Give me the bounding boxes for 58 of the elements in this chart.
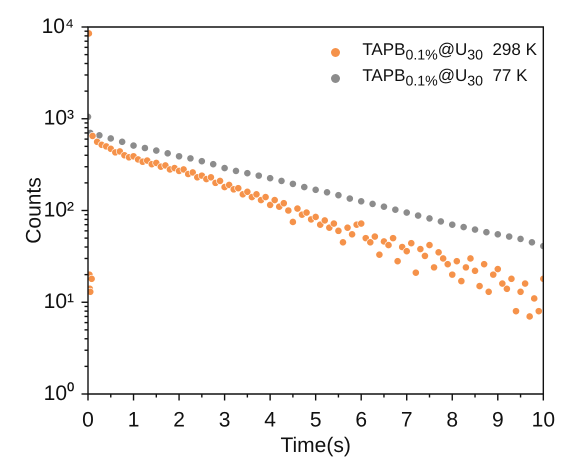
point xyxy=(152,146,160,154)
x-tick-label: 6 xyxy=(355,408,368,432)
legend-label: TAPB$_{0.1%}$@U$_{30}$ 298 K xyxy=(362,40,537,64)
x-tick-label: 2 xyxy=(173,408,185,432)
y-tick-label: 10⁴ xyxy=(42,14,74,38)
point xyxy=(380,202,388,211)
x-tick-label: 5 xyxy=(310,408,322,432)
x-tick-label: 1 xyxy=(128,408,140,432)
point xyxy=(209,160,218,168)
point xyxy=(528,238,536,246)
point xyxy=(312,186,320,194)
point xyxy=(130,142,138,150)
x-tick-label: 0 xyxy=(82,408,94,432)
point xyxy=(300,183,308,191)
point xyxy=(106,134,115,142)
point xyxy=(220,164,228,172)
y-axis-title: Counts xyxy=(22,177,46,244)
point xyxy=(482,228,490,236)
y-tick-label: 10⁰ xyxy=(44,382,74,405)
point xyxy=(198,157,206,166)
x-tick-label: 3 xyxy=(218,408,230,432)
point xyxy=(266,174,274,182)
point xyxy=(118,138,126,146)
point xyxy=(288,180,297,188)
x-tick-label: 8 xyxy=(446,408,458,432)
point xyxy=(323,188,331,196)
point xyxy=(368,200,376,208)
point xyxy=(460,223,468,231)
point xyxy=(186,154,194,162)
point xyxy=(426,214,434,222)
point xyxy=(141,144,149,152)
point xyxy=(448,220,456,229)
point xyxy=(346,194,354,202)
x-axis-title: Time(s) xyxy=(280,434,351,458)
x-tick-label: 4 xyxy=(264,408,276,432)
point xyxy=(254,172,263,180)
point xyxy=(278,177,286,185)
point xyxy=(243,169,252,178)
point xyxy=(164,149,172,158)
point xyxy=(391,206,400,214)
point xyxy=(494,230,502,238)
point xyxy=(505,232,514,240)
point xyxy=(232,167,240,175)
y-tick-label: 10³ xyxy=(44,106,74,130)
point xyxy=(357,197,366,206)
point xyxy=(436,218,445,226)
legend-label: TAPB$_{0.1%}$@U$_{30}$ 77 K xyxy=(362,66,528,90)
point xyxy=(471,226,479,234)
point xyxy=(334,191,342,200)
y-tick-label: 10¹ xyxy=(44,290,74,314)
point xyxy=(402,208,411,216)
point xyxy=(516,235,524,243)
y-tick-label: 10² xyxy=(44,198,74,222)
x-tick-label: 10 xyxy=(532,408,555,432)
x-tick-label: 9 xyxy=(492,408,504,432)
point xyxy=(175,152,183,160)
x-tick-label: 7 xyxy=(400,408,413,432)
point xyxy=(414,212,422,220)
